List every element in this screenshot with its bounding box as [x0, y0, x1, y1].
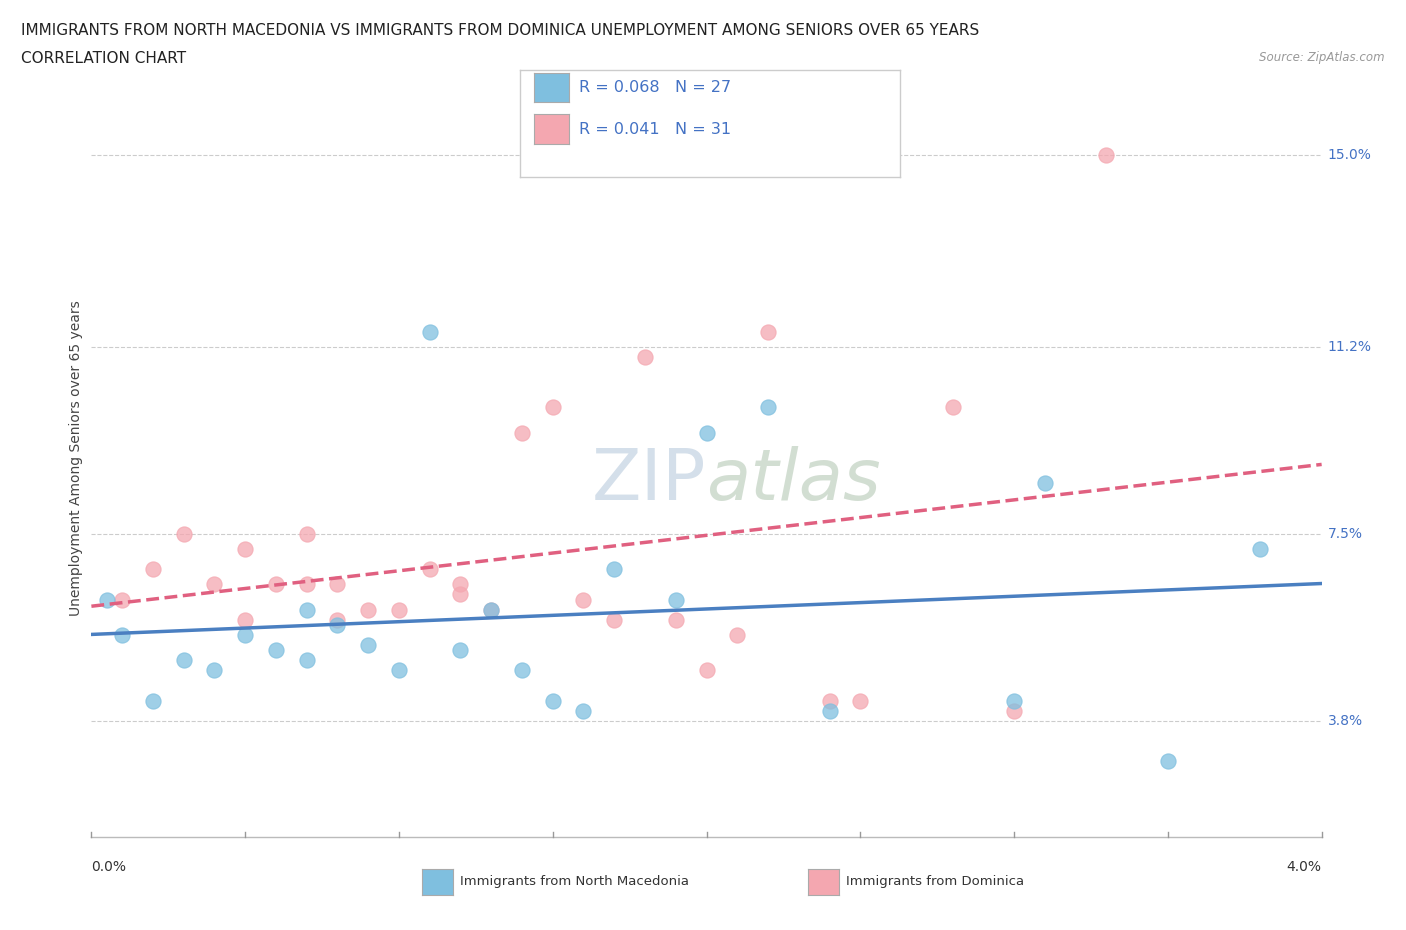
Point [510, 663, 533, 678]
Point [295, 603, 318, 618]
Point [449, 643, 471, 658]
Point [1157, 753, 1180, 768]
Point [295, 526, 318, 541]
Point [818, 693, 841, 708]
Point [449, 587, 471, 602]
Text: atlas: atlas [706, 446, 882, 515]
Text: 11.2%: 11.2% [1327, 339, 1372, 353]
Point [541, 400, 564, 415]
Point [603, 612, 626, 627]
Text: IMMIGRANTS FROM NORTH MACEDONIA VS IMMIGRANTS FROM DOMINICA UNEMPLOYMENT AMONG S: IMMIGRANTS FROM NORTH MACEDONIA VS IMMIG… [21, 23, 980, 38]
Point [541, 693, 564, 708]
Point [1095, 148, 1118, 163]
Point [695, 663, 717, 678]
Point [849, 693, 872, 708]
Point [202, 663, 225, 678]
Point [173, 526, 195, 541]
Point [202, 577, 225, 591]
Text: ZIP: ZIP [592, 446, 706, 515]
Point [357, 638, 380, 653]
Point [233, 628, 256, 643]
Text: CORRELATION CHART: CORRELATION CHART [21, 51, 186, 66]
Point [1002, 703, 1025, 718]
Text: 7.5%: 7.5% [1327, 526, 1362, 541]
Point [111, 628, 134, 643]
Point [756, 325, 779, 339]
Point [142, 693, 165, 708]
Point [326, 612, 349, 627]
Point [725, 628, 748, 643]
Point [818, 703, 841, 718]
Point [388, 603, 411, 618]
Point [634, 350, 657, 365]
Text: 4.0%: 4.0% [1286, 860, 1322, 874]
Point [572, 703, 595, 718]
Point [326, 618, 349, 632]
Point [264, 577, 287, 591]
Point [449, 577, 471, 591]
Point [233, 612, 256, 627]
Point [326, 577, 349, 591]
Point [479, 603, 502, 618]
Point [941, 400, 963, 415]
Text: Immigrants from Dominica: Immigrants from Dominica [846, 875, 1025, 888]
Point [264, 643, 287, 658]
Point [111, 592, 134, 607]
Point [295, 577, 318, 591]
Text: 15.0%: 15.0% [1327, 148, 1372, 162]
Y-axis label: Unemployment Among Seniors over 65 years: Unemployment Among Seniors over 65 years [69, 300, 83, 616]
Point [357, 603, 380, 618]
Text: R = 0.068   N = 27: R = 0.068 N = 27 [579, 80, 731, 95]
Point [173, 653, 195, 668]
Point [388, 663, 411, 678]
Point [142, 562, 165, 577]
Point [479, 603, 502, 618]
Point [665, 592, 688, 607]
Point [96, 592, 118, 607]
Point [510, 425, 533, 440]
Point [233, 541, 256, 556]
Text: Immigrants from North Macedonia: Immigrants from North Macedonia [460, 875, 689, 888]
Point [295, 653, 318, 668]
Point [665, 612, 688, 627]
Point [1002, 693, 1025, 708]
Point [419, 562, 441, 577]
Text: R = 0.041   N = 31: R = 0.041 N = 31 [579, 122, 731, 137]
Text: Source: ZipAtlas.com: Source: ZipAtlas.com [1260, 51, 1385, 64]
Point [572, 592, 595, 607]
Point [1033, 476, 1056, 491]
Point [603, 562, 626, 577]
Point [695, 425, 717, 440]
Point [419, 325, 441, 339]
Point [1249, 541, 1271, 556]
Text: 3.8%: 3.8% [1327, 714, 1362, 728]
Text: 0.0%: 0.0% [91, 860, 127, 874]
Point [756, 400, 779, 415]
